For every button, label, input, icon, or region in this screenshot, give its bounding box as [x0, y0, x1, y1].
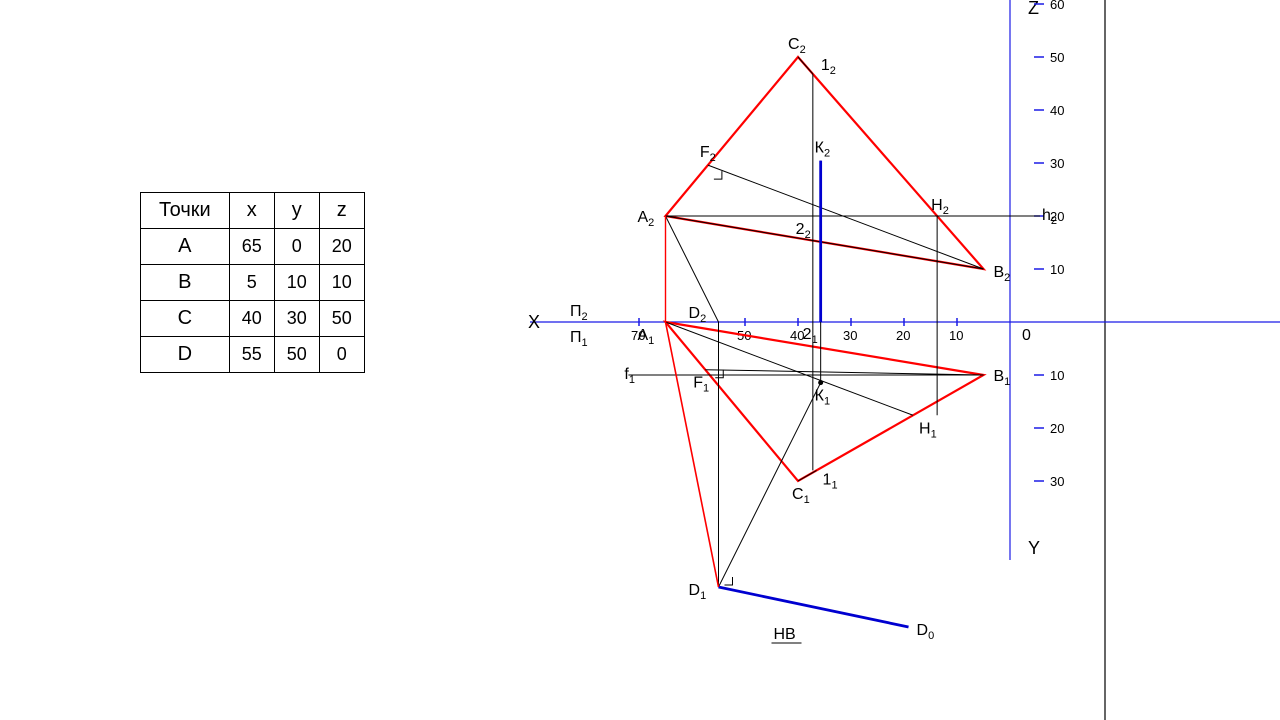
svg-text:Z: Z: [1028, 0, 1039, 18]
svg-text:Y: Y: [1028, 538, 1040, 558]
svg-text:50: 50: [1050, 50, 1064, 65]
svg-text:C1: C1: [792, 486, 810, 506]
svg-text:0: 0: [1022, 327, 1031, 344]
svg-text:C2: C2: [788, 36, 806, 56]
svg-text:20: 20: [1050, 421, 1064, 436]
svg-text:30: 30: [1050, 474, 1064, 489]
svg-text:30: 30: [843, 328, 857, 343]
svg-text:60: 60: [1050, 0, 1064, 12]
svg-text:30: 30: [1050, 156, 1064, 171]
svg-text:20: 20: [896, 328, 910, 343]
svg-text:П2: П2: [570, 303, 588, 323]
svg-text:X: X: [528, 312, 540, 332]
svg-text:H1: H1: [919, 420, 937, 440]
svg-text:НВ: НВ: [774, 626, 796, 643]
svg-text:D0: D0: [917, 622, 935, 642]
svg-text:21: 21: [803, 326, 818, 346]
svg-text:К1: К1: [815, 388, 830, 408]
svg-text:П1: П1: [570, 329, 588, 349]
svg-text:F1: F1: [693, 375, 709, 395]
svg-text:10: 10: [1050, 368, 1064, 383]
svg-text:F2: F2: [700, 144, 716, 164]
svg-text:H2: H2: [931, 197, 949, 217]
svg-text:К2: К2: [815, 140, 830, 160]
svg-text:D1: D1: [689, 582, 707, 602]
projection-diagram: XZY0102030405070102030405060102030П2П1h2…: [0, 0, 1280, 720]
svg-text:B2: B2: [994, 264, 1011, 284]
svg-text:A2: A2: [638, 209, 655, 229]
svg-text:40: 40: [1050, 103, 1064, 118]
svg-text:f1: f1: [624, 366, 635, 386]
svg-text:10: 10: [1050, 262, 1064, 277]
svg-text:12: 12: [821, 57, 836, 77]
svg-text:B1: B1: [994, 368, 1011, 388]
svg-text:A1: A1: [638, 327, 655, 347]
svg-text:11: 11: [823, 471, 838, 491]
svg-text:10: 10: [949, 328, 963, 343]
